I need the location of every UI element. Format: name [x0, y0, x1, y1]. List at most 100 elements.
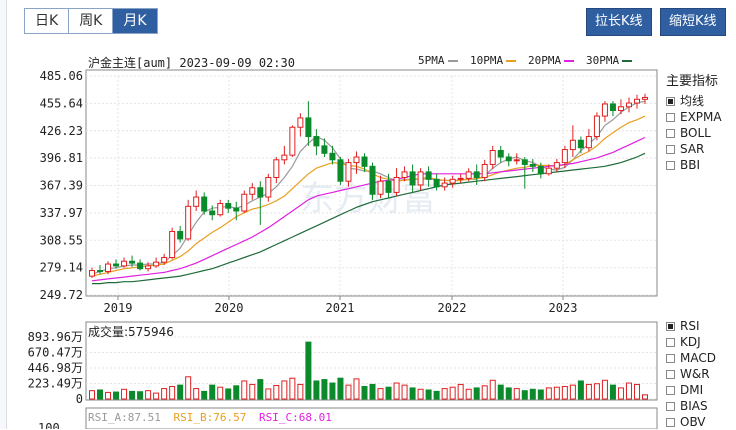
- volume-bar: [425, 389, 432, 400]
- indicator-boll[interactable]: BOLL: [666, 125, 722, 141]
- candle: [209, 205, 216, 221]
- tab-week[interactable]: 周K: [69, 9, 114, 33]
- candle: [201, 192, 208, 215]
- candle-body: [609, 103, 616, 111]
- volume-bar: [642, 394, 648, 400]
- sub-indicator-obv[interactable]: OBV: [666, 414, 716, 430]
- sub-indicator-bias[interactable]: BIAS: [666, 398, 716, 414]
- candle: [633, 94, 640, 109]
- candle: [425, 166, 432, 187]
- checkbox-bias[interactable]: [666, 401, 675, 411]
- candle-body: [441, 182, 448, 188]
- price-tick-label: 396.81: [40, 151, 83, 165]
- volume-bar: [497, 384, 504, 400]
- rsi-b-value: RSI_B:76.57: [173, 411, 247, 424]
- candle-body: [161, 257, 168, 263]
- volume-bar: [417, 388, 424, 400]
- candle: [305, 101, 312, 146]
- chart-title: 沪金主连[aum] 2023-09-09 02:30: [88, 56, 295, 70]
- checkbox-wr[interactable]: [666, 369, 675, 379]
- candle-body: [585, 136, 592, 149]
- candle: [233, 201, 240, 221]
- legend-30pma-swatch: [622, 59, 633, 62]
- candle: [161, 253, 168, 265]
- candle-body: [601, 103, 608, 117]
- candle: [129, 255, 136, 267]
- indicator-expma[interactable]: EXPMA: [666, 109, 722, 125]
- checkbox-rsi[interactable]: [666, 321, 675, 331]
- candle: [537, 162, 544, 179]
- volume-bar: [169, 386, 176, 400]
- year-tick-label: 2020: [215, 301, 244, 315]
- candle: [505, 153, 512, 167]
- checkbox-boll[interactable]: [666, 128, 675, 138]
- candle-body: [625, 102, 632, 108]
- checkbox-macd[interactable]: [666, 353, 675, 363]
- tab-month[interactable]: 月K: [113, 9, 157, 33]
- volume-bar: [529, 388, 536, 400]
- extend-kline-button[interactable]: 拉长K线: [586, 8, 652, 36]
- candle: [145, 262, 152, 272]
- checkbox-dmi[interactable]: [666, 385, 675, 395]
- indicator-sar[interactable]: SAR: [666, 141, 722, 157]
- ma-line-30pma: [92, 152, 646, 285]
- volume-bar: [537, 389, 544, 400]
- indicator-ma[interactable]: 均线: [666, 93, 722, 109]
- candle-body: [457, 177, 464, 180]
- shorten-kline-button[interactable]: 缩短K线: [660, 8, 726, 36]
- candle: [521, 157, 528, 189]
- candle-body: [569, 139, 576, 151]
- volume-bar: [217, 386, 224, 400]
- legend-20pma-swatch: [564, 59, 575, 62]
- candle-body: [97, 270, 104, 273]
- checkbox-kdj[interactable]: [666, 337, 675, 347]
- candle-body: [225, 203, 232, 209]
- candle: [113, 259, 120, 269]
- candle-body: [489, 150, 496, 165]
- sub-indicator-wr[interactable]: W&R: [666, 366, 716, 382]
- indicator-bbi[interactable]: BBI: [666, 157, 722, 173]
- sub-indicator-dmi[interactable]: DMI: [666, 382, 716, 398]
- candle-body: [577, 139, 584, 149]
- time-axis: 2019 2020 2021 2022 2023: [104, 296, 577, 315]
- volume-bar: [441, 388, 448, 400]
- checkbox-sar[interactable]: [666, 144, 675, 154]
- checkbox-ma[interactable]: [666, 96, 675, 106]
- volume-bar: [337, 377, 344, 400]
- ma-line-20pma: [91, 136, 646, 282]
- candle: [241, 190, 248, 213]
- candle-body: [369, 165, 376, 195]
- volume-bar: [401, 384, 408, 400]
- candles: [89, 93, 648, 278]
- candle-body: [89, 270, 95, 277]
- candle-body: [265, 176, 272, 198]
- candle: [449, 175, 456, 188]
- checkbox-bbi[interactable]: [666, 160, 675, 170]
- tab-day[interactable]: 日K: [25, 9, 70, 33]
- candle: [577, 136, 584, 154]
- sub-indicator-kdj[interactable]: KDJ: [666, 334, 716, 350]
- volume-bar: [545, 387, 552, 400]
- candle: [617, 99, 624, 115]
- volume-bar: [233, 385, 240, 400]
- candle-body: [129, 260, 136, 264]
- candle-body: [321, 145, 328, 154]
- volume-bar: [89, 390, 95, 400]
- volume-bar: [369, 383, 376, 400]
- candle: [385, 173, 392, 198]
- candle: [601, 101, 608, 122]
- candle: [137, 259, 144, 271]
- checkbox-expma[interactable]: [666, 112, 675, 122]
- volume-bar: [329, 382, 336, 400]
- volume-bar: [297, 383, 304, 400]
- sub-indicator-macd[interactable]: MACD: [666, 350, 716, 366]
- volume-bar: [209, 384, 216, 400]
- candle: [609, 101, 616, 117]
- candle: [593, 112, 600, 141]
- year-tick-label: 2019: [104, 301, 133, 315]
- checkbox-obv[interactable]: [666, 417, 675, 427]
- sub-indicator-rsi[interactable]: RSI: [666, 318, 716, 334]
- volume-bar: [473, 387, 480, 400]
- candle-body: [537, 165, 544, 175]
